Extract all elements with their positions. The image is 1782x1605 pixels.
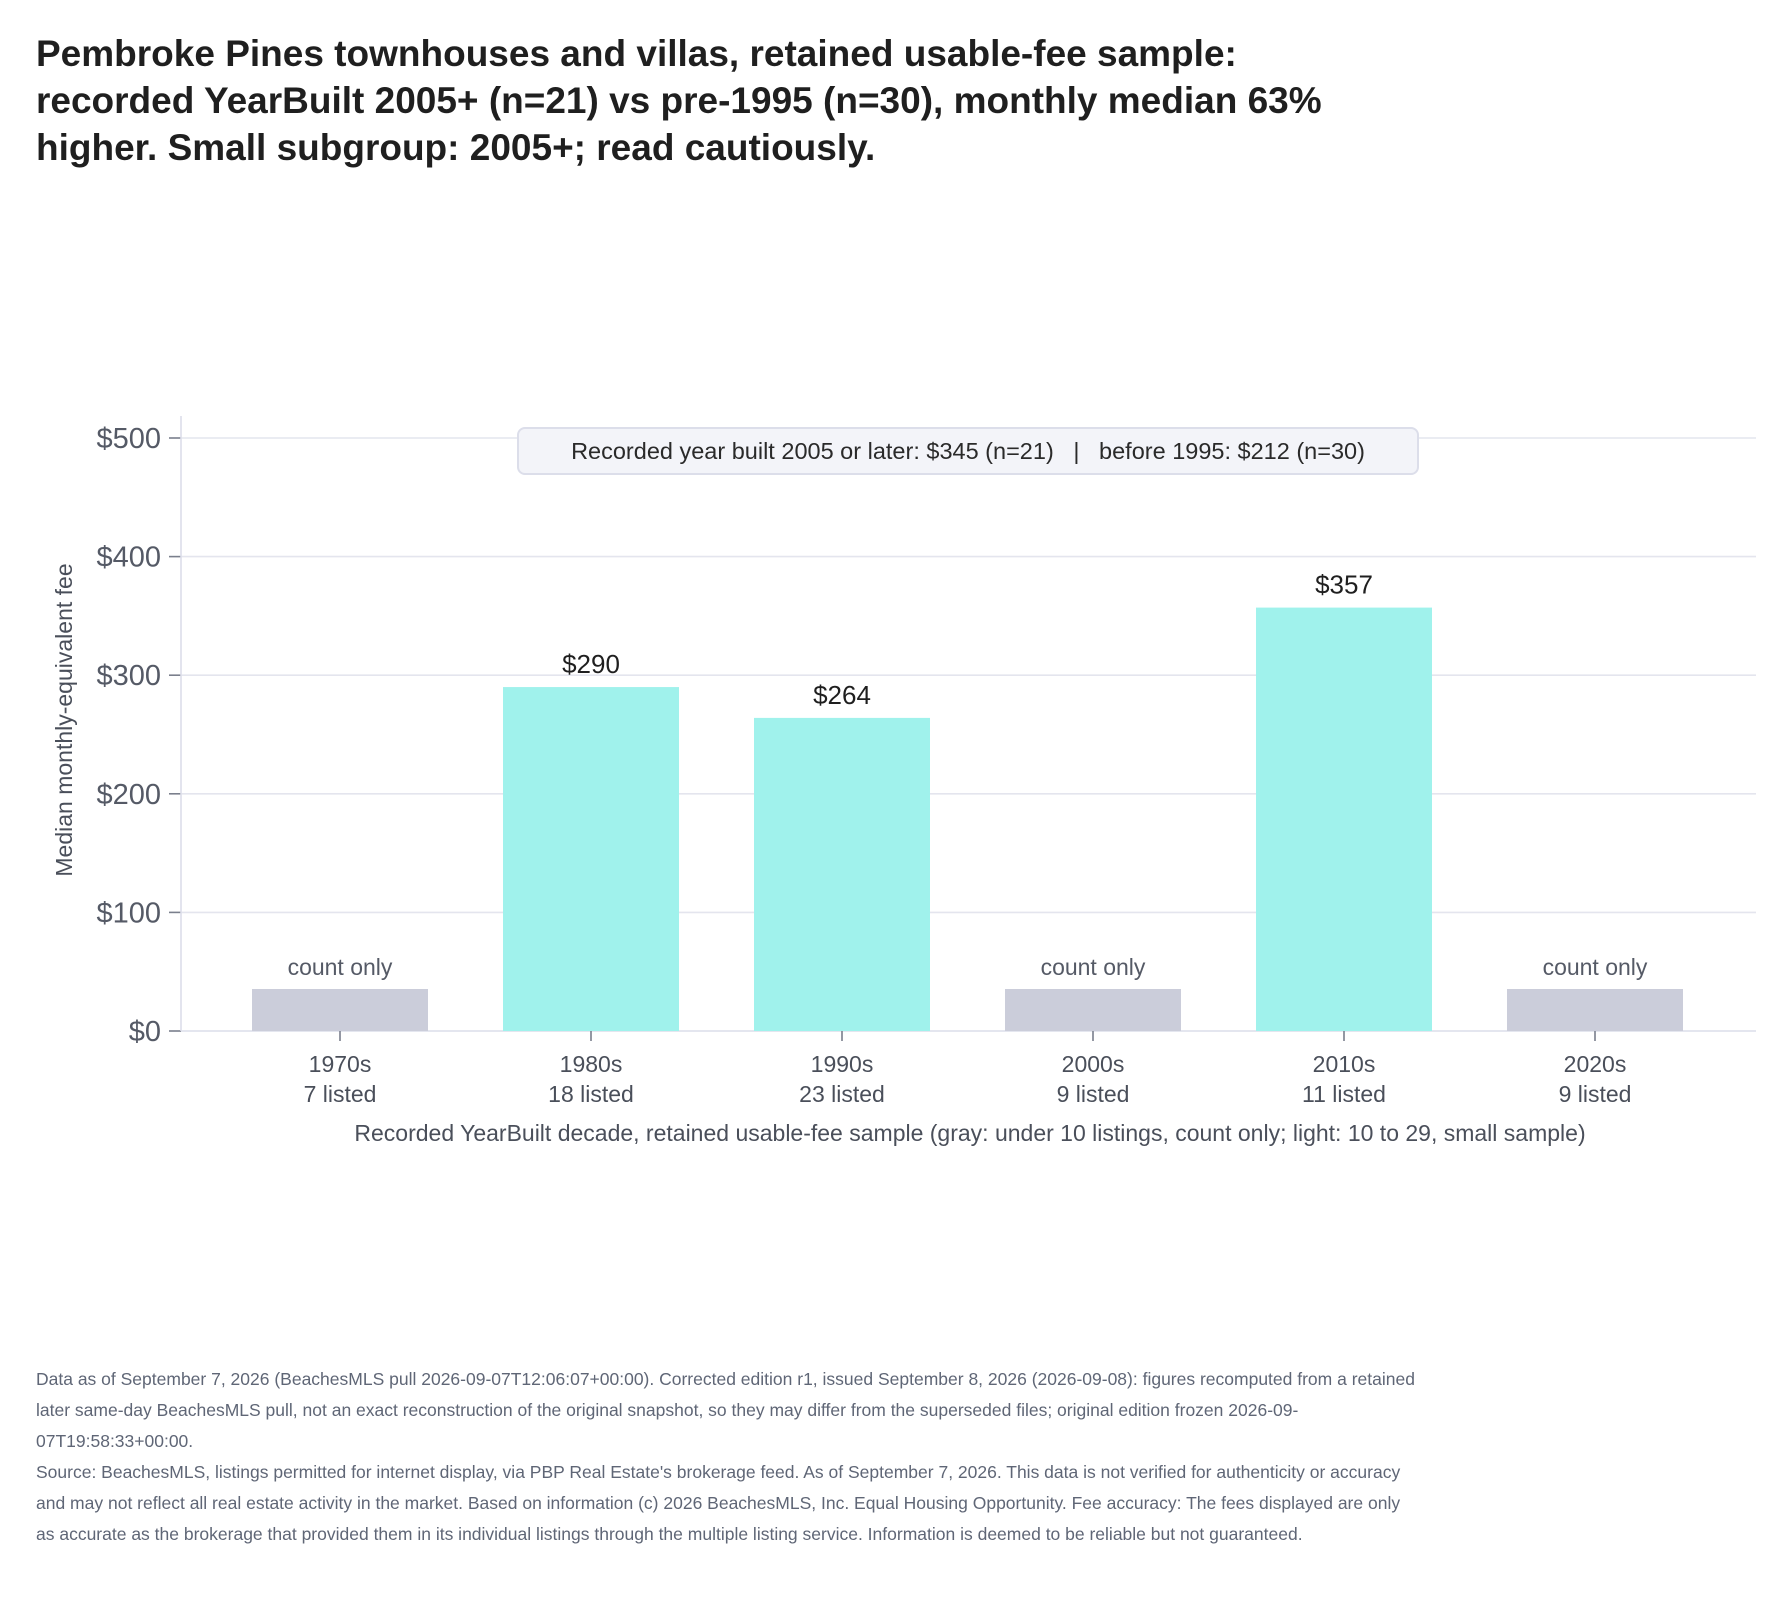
x-tick-label-count: 9 listed <box>1057 1081 1130 1107</box>
summary-annotation: Recorded year built 2005 or later: $345 … <box>517 427 1419 475</box>
x-tick-label-count: 18 listed <box>548 1081 634 1107</box>
y-tick-label: $0 <box>129 1016 161 1048</box>
axes: $0 $100 $200 $300 $400 $500 <box>96 416 1756 1048</box>
chart-title: Pembroke Pines townhouses and villas, re… <box>36 33 1322 168</box>
y-tick-label: $500 <box>96 423 161 455</box>
labels: count only 1970s 7 listed $290 1980s 18 liste… <box>288 570 1648 1107</box>
source-note: Source: BeachesMLS, listings permitted f… <box>36 1462 1401 1544</box>
bar-value-label: $357 <box>1315 570 1373 600</box>
x-tick-label-decade: 2010s <box>1313 1051 1376 1077</box>
grid-lines <box>181 437 1756 914</box>
footer-notes: Data as of September 7, 2026 (BeachesMLS… <box>36 1364 1416 1550</box>
y-tick-label: $400 <box>96 542 161 574</box>
x-tick-label-count: 9 listed <box>1559 1081 1632 1107</box>
count-only-label: count only <box>288 954 393 980</box>
count-only-label: count only <box>1041 954 1146 980</box>
count-only-bar <box>1005 989 1181 1031</box>
count-only-bar <box>1507 989 1683 1031</box>
x-tick-label-decade: 1970s <box>309 1051 372 1077</box>
x-tick-label-decade: 1980s <box>560 1051 623 1077</box>
bar <box>754 717 930 1031</box>
x-tick-label-count: 23 listed <box>799 1081 885 1107</box>
count-only-label: count only <box>1543 954 1648 980</box>
x-tick-label-decade: 2020s <box>1564 1051 1627 1077</box>
edition-note: Data as of September 7, 2026 (BeachesMLS… <box>36 1369 1415 1451</box>
bar-chart: $0 $100 $200 $300 $400 $500 count only 1970s 7 … <box>51 416 1756 1146</box>
bar-value-label: $264 <box>813 680 871 710</box>
bar <box>503 687 679 1031</box>
annotation-text: Recorded year built 2005 or later: $345 … <box>571 438 1365 464</box>
y-tick-label: $200 <box>96 779 161 811</box>
count-only-bar <box>252 989 428 1031</box>
y-tick-label: $100 <box>96 897 161 929</box>
x-tick-label-decade: 1990s <box>811 1051 874 1077</box>
y-tick-label: $300 <box>96 660 161 692</box>
y-axis-title: Median monthly-equivalent fee <box>51 563 77 876</box>
x-tick-label-count: 11 listed <box>1302 1081 1386 1107</box>
bar <box>1256 607 1432 1031</box>
x-tick-label-count: 7 listed <box>304 1081 377 1107</box>
x-axis-title: Recorded YearBuilt decade, retained usab… <box>354 1120 1585 1146</box>
bar-value-label: $290 <box>562 649 620 679</box>
bars <box>252 607 1683 1031</box>
annotation-box <box>517 427 1419 475</box>
x-tick-label-decade: 2000s <box>1062 1051 1125 1077</box>
